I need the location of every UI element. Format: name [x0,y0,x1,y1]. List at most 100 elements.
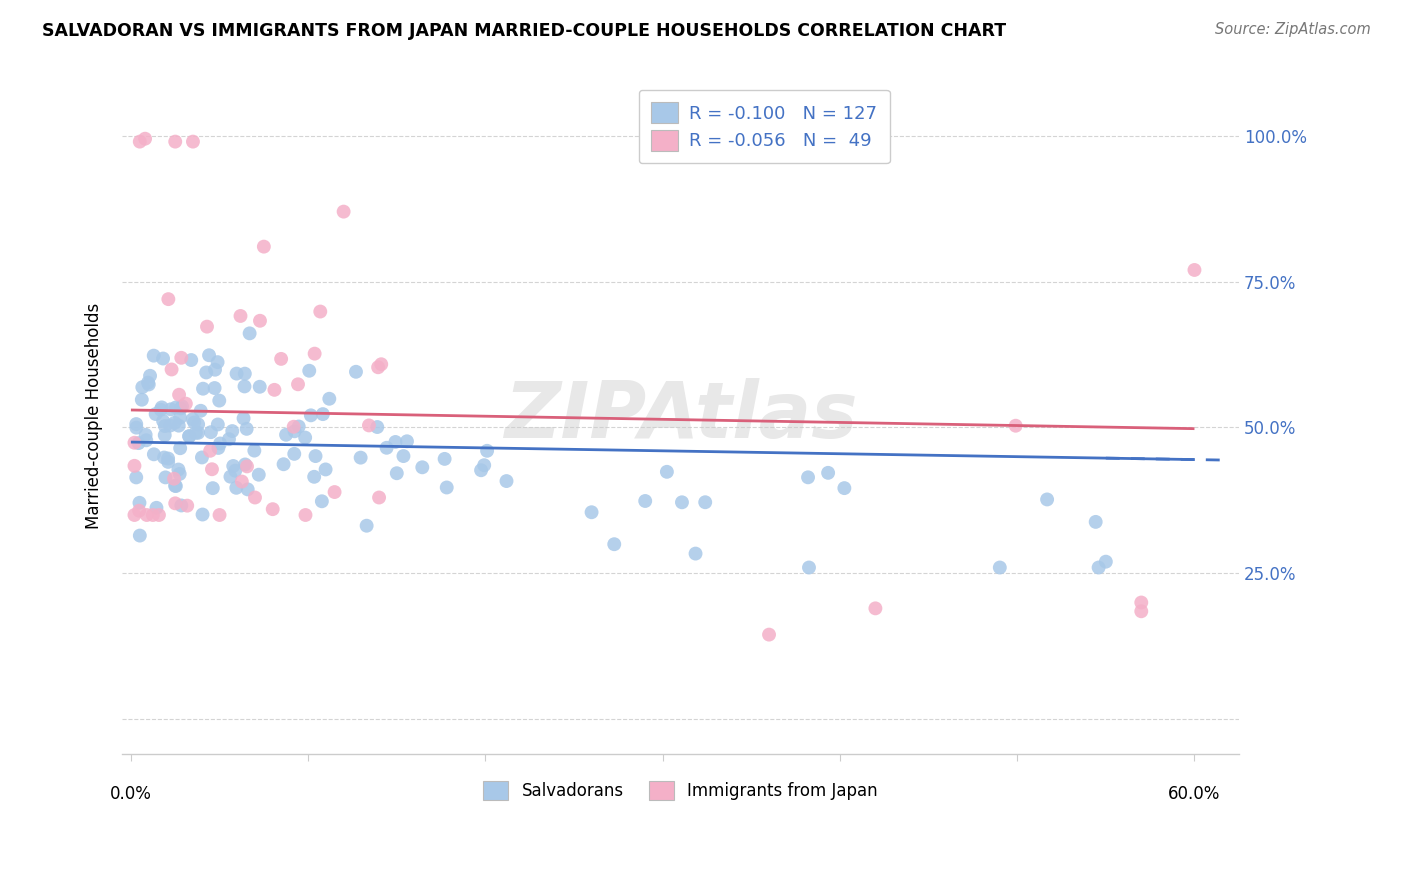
Point [287,377,309,392]
Point [124,435,146,450]
Point [157,455,180,469]
Point [190,404,212,418]
Point [169,410,191,425]
Point [170,499,193,513]
Point [370,357,392,371]
Point [207,417,229,432]
Point [273,457,295,471]
Point [142,349,165,363]
Point [1095,555,1118,569]
Point [603,537,626,551]
Point [1084,515,1107,529]
Point [165,479,187,493]
Point [176,499,198,513]
Point [472,458,495,473]
Point [817,466,839,480]
Point [163,479,186,493]
Point [283,419,305,434]
Point [131,380,153,394]
Point [304,449,326,463]
Point [184,425,207,440]
Point [183,416,205,430]
Point [191,508,214,522]
Point [152,414,174,428]
Point [233,379,256,393]
Point [685,547,707,561]
Point [124,508,146,522]
Point [128,528,150,542]
Point [236,483,259,497]
Point [170,351,193,365]
Text: 60.0%: 60.0% [1168,785,1220,803]
Point [200,425,222,440]
Point [1130,604,1153,618]
Point [155,470,177,484]
Point [139,368,162,383]
Point [834,481,856,495]
Point [134,131,156,145]
Point [225,481,247,495]
Point [262,502,284,516]
Text: Source: ZipAtlas.com: Source: ZipAtlas.com [1215,22,1371,37]
Point [179,429,201,443]
Point [253,239,276,253]
Point [375,441,398,455]
Point [208,393,231,408]
Point [160,362,183,376]
Point [865,601,887,615]
Point [222,458,245,473]
Point [219,469,242,483]
Point [208,508,231,522]
Point [350,450,373,465]
Point [209,436,232,450]
Point [153,419,176,434]
Point [195,366,218,380]
Point [495,474,517,488]
Point [165,496,187,510]
Point [149,402,172,417]
Text: 0.0%: 0.0% [110,785,152,803]
Point [195,319,218,334]
Point [157,451,180,466]
Point [581,505,603,519]
Point [198,443,221,458]
Point [191,382,214,396]
Point [287,419,309,434]
Point [239,326,262,341]
Point [169,467,191,481]
Point [136,376,159,390]
Point [304,346,326,360]
Point [174,397,197,411]
Point [221,424,243,438]
Point [384,434,406,449]
Point [163,416,186,430]
Point [988,560,1011,574]
Point [243,443,266,458]
Point [249,380,271,394]
Point [433,451,456,466]
Point [655,465,678,479]
Point [315,462,337,476]
Point [157,292,180,306]
Point [207,355,229,369]
Point [167,462,190,476]
Point [135,508,157,522]
Point [135,434,157,448]
Point [153,450,176,465]
Point [1036,492,1059,507]
Point [1004,418,1026,433]
Point [159,418,181,433]
Text: ZIPAtlas: ZIPAtlas [503,378,858,454]
Point [142,508,165,522]
Point [201,481,224,495]
Point [274,427,297,442]
Point [232,411,254,425]
Point [294,431,316,445]
Point [323,485,346,500]
Point [128,496,150,510]
Point [125,470,148,484]
Point [312,407,335,421]
Point [344,365,367,379]
Point [191,450,214,465]
Point [366,420,388,434]
